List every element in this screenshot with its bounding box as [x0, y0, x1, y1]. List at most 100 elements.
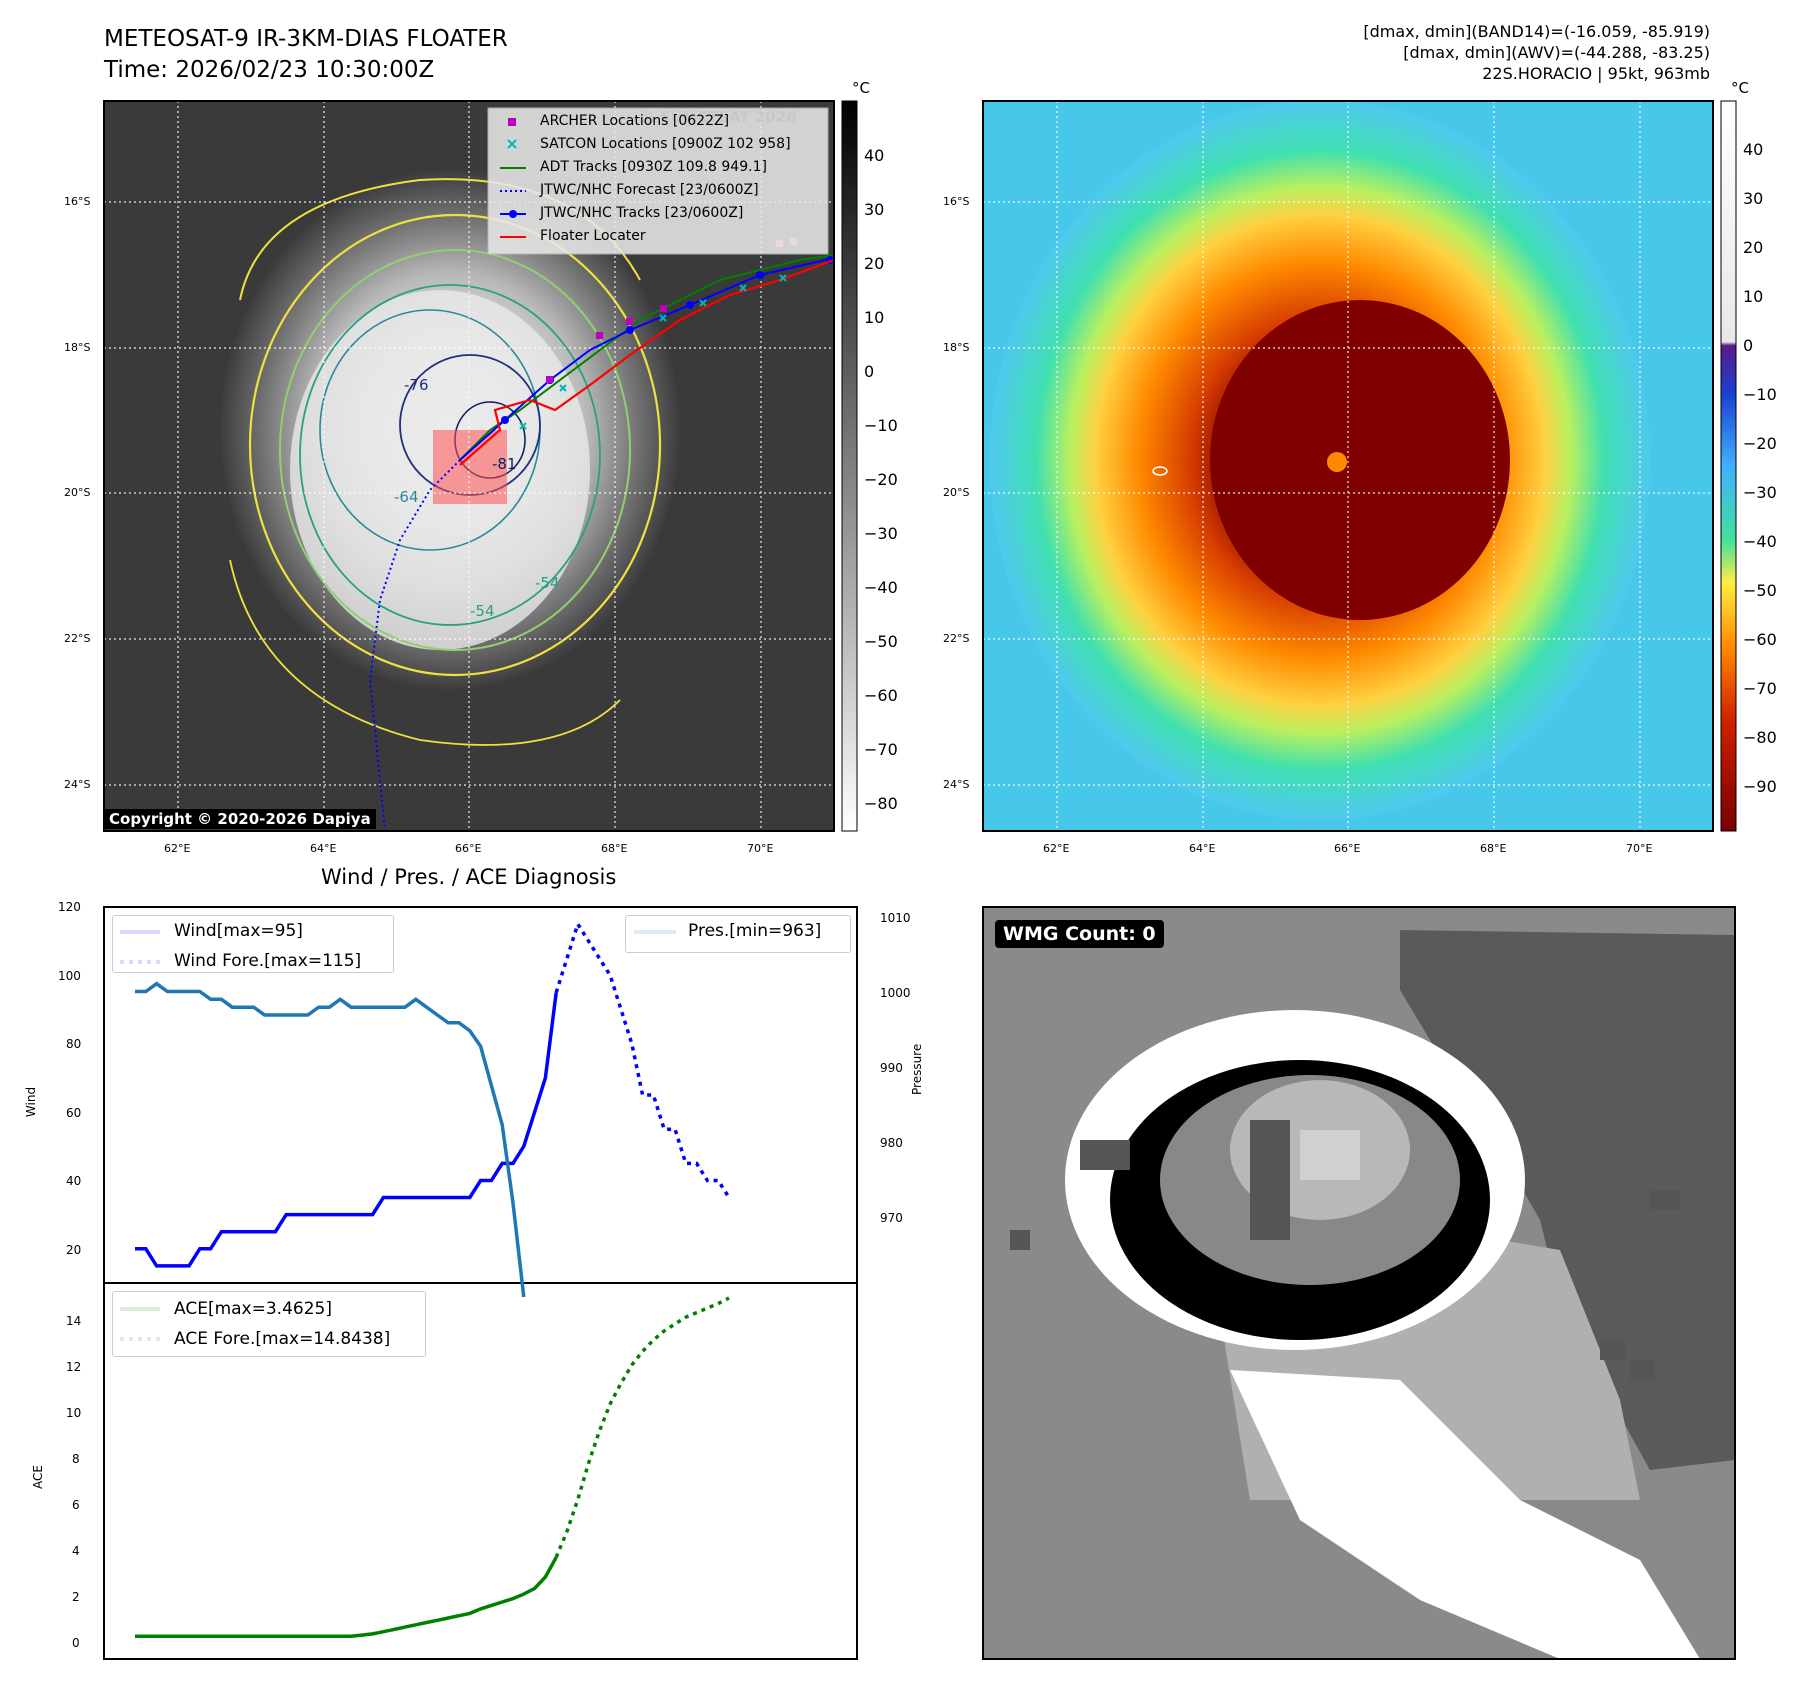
- legend-jtwc-tracks: JTWC/NHC Tracks [23/0600Z]: [540, 205, 744, 221]
- legend-wind-fore: Wind Fore.[max=115]: [174, 951, 362, 971]
- awv-lon-66: 66°E: [1334, 842, 1361, 855]
- awv-lon-62: 62°E: [1043, 842, 1070, 855]
- contour-light-green: [279, 249, 631, 651]
- awv-cb-tick: 0: [1743, 336, 1754, 355]
- ir-lat-22: 22°S: [64, 632, 91, 645]
- wind-ytick: 80: [66, 1037, 82, 1051]
- wmg-count-label: WMG Count: 0: [995, 920, 1164, 948]
- ir-cb-tick: 10: [864, 308, 885, 327]
- legend-ace: ACE[max=3.4625]: [174, 1299, 332, 1319]
- awv-cb-tick: 10: [1743, 287, 1764, 306]
- awv-cb-tick: −10: [1743, 385, 1777, 404]
- pres-ytick: 970: [880, 1211, 903, 1225]
- wmg-image: [983, 907, 1735, 1659]
- ir-cb-tick: 0: [864, 362, 875, 381]
- ir-cb-tick: −80: [864, 794, 898, 813]
- diagnosis-title: Wind / Pres. / ACE Diagnosis: [321, 865, 617, 889]
- ir-lat-16: 16°S: [64, 195, 91, 208]
- ir-lon-68: 68°E: [601, 842, 628, 855]
- awv-cb-tick: −80: [1743, 728, 1777, 747]
- wind-ytick: 120: [58, 900, 81, 914]
- figure-time: Time: 2026/02/23 10:30:00Z: [104, 57, 435, 83]
- awv-cb-tick: −40: [1743, 532, 1777, 551]
- legend-satcon: SATCON Locations [0900Z 102 958]: [540, 136, 791, 152]
- awv-lat-16: 16°S: [943, 195, 970, 208]
- ir-lat-20: 20°S: [64, 486, 91, 499]
- awv-range: [dmax, dmin](AWV)=(-44.288, -83.25): [1403, 43, 1710, 62]
- contour-label-64: -64: [394, 488, 419, 506]
- awv-cb-tick: −30: [1743, 483, 1777, 502]
- contour-label-81: -81: [492, 455, 517, 473]
- contour-label-54b: -54: [470, 602, 495, 620]
- contour-yellow: [248, 213, 662, 677]
- series-wind-fore-: [554, 919, 731, 1199]
- awv-cb-tick: −90: [1743, 777, 1777, 796]
- contour-teal: [319, 309, 541, 551]
- ir-copyright: Copyright © 2020-2026 Dapiya: [104, 809, 376, 829]
- ace-ytick: 2: [72, 1590, 80, 1604]
- ir-colorbar-unit: °C: [852, 79, 870, 97]
- awv-lat-24: 24°S: [943, 778, 970, 791]
- pressure-ylabel: Pressure: [910, 1043, 924, 1095]
- jtwc-track: [459, 257, 834, 461]
- storm-info: 22S.HORACIO | 95kt, 963mb: [1482, 64, 1710, 83]
- pres-ytick: 1010: [880, 911, 911, 925]
- ir-lon-70: 70°E: [747, 842, 774, 855]
- wind-ytick: 60: [66, 1106, 82, 1120]
- contour-label-54a: -54: [535, 574, 560, 592]
- awv-cb-tick: 30: [1743, 189, 1764, 208]
- contour-label-76: -76: [404, 376, 429, 394]
- ir-lon-62: 62°E: [164, 842, 191, 855]
- series-wind: [135, 992, 558, 1268]
- wind-ylabel: Wind: [24, 1086, 39, 1118]
- floater-locater-track: [459, 258, 834, 466]
- figure-title: METEOSAT-9 IR-3KM-DIAS FLOATER: [104, 26, 508, 52]
- ir-cb-tick: −50: [864, 632, 898, 651]
- series-pres-: [135, 981, 526, 1298]
- awv-lat-18: 18°S: [943, 341, 970, 354]
- awv-lon-68: 68°E: [1480, 842, 1507, 855]
- pres-legend: [625, 915, 851, 953]
- ir-cb-tick: −30: [864, 524, 898, 543]
- ir-cb-tick: 40: [864, 146, 885, 165]
- pres-ytick: 990: [880, 1061, 903, 1075]
- wind-ytick: 100: [58, 969, 81, 983]
- ace-ytick: 4: [72, 1544, 80, 1558]
- pres-ytick: 980: [880, 1136, 903, 1150]
- ir-cb-tick: −70: [864, 740, 898, 759]
- ace-ytick: 12: [66, 1360, 82, 1374]
- wind-legend: [112, 915, 394, 973]
- ir-lon-66: 66°E: [455, 842, 482, 855]
- awv-image: [983, 101, 1713, 831]
- ace-ytick: 14: [66, 1314, 82, 1328]
- awv-cb-tick: −20: [1743, 434, 1777, 453]
- adt-track: [459, 254, 834, 461]
- ir-cb-tick: −40: [864, 578, 898, 597]
- ir-cb-tick: 20: [864, 254, 885, 273]
- ir-colorbar: [841, 100, 858, 832]
- awv-cb-tick: −60: [1743, 630, 1777, 649]
- ir-lat-24: 24°S: [64, 778, 91, 791]
- legend-adt: ADT Tracks [0930Z 109.8 949.1]: [540, 159, 767, 175]
- legend-ace-fore: ACE Fore.[max=14.8438]: [174, 1329, 391, 1349]
- awv-cb-tick: 40: [1743, 140, 1764, 159]
- legend-floater: Floater Locater: [540, 228, 646, 244]
- awv-lon-64: 64°E: [1189, 842, 1216, 855]
- awv-colorbar: [1720, 100, 1737, 832]
- ir-cb-tick: −60: [864, 686, 898, 705]
- series-ace: [135, 1556, 558, 1638]
- legend-archer: ARCHER Locations [0622Z]: [540, 113, 730, 129]
- ace-ytick: 8: [72, 1452, 80, 1466]
- pres-ytick: 1000: [880, 986, 911, 1000]
- ace-legend: [112, 1291, 426, 1357]
- awv-lat-20: 20°S: [943, 486, 970, 499]
- ace-ytick: 0: [72, 1636, 80, 1650]
- awv-cb-tick: −50: [1743, 581, 1777, 600]
- wind-ytick: 20: [66, 1243, 82, 1257]
- legend-pres: Pres.[min=963]: [688, 921, 822, 941]
- legend-jtwc-forecast: JTWC/NHC Forecast [23/0600Z]: [540, 182, 759, 198]
- series-ace-fore-: [554, 1296, 730, 1558]
